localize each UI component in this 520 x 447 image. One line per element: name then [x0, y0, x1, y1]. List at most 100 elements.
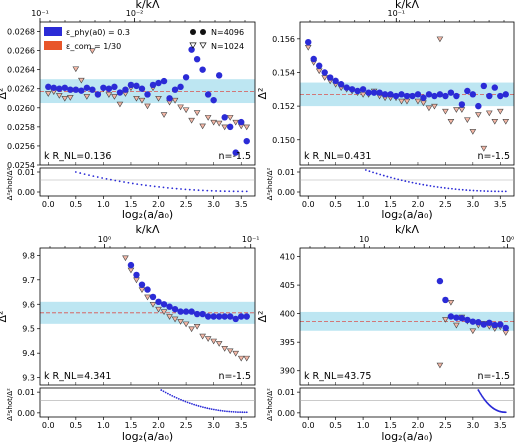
shot-noise-point [232, 410, 235, 413]
point-n4096 [72, 86, 80, 93]
annotation-krnl: k R_NL=0.136 [44, 151, 111, 162]
shot-noise-point [217, 409, 220, 412]
point-n4096 [502, 324, 509, 332]
shot-noise-point [497, 190, 500, 193]
shot-noise-point [501, 190, 504, 193]
shot-noise-point [451, 187, 453, 190]
point-n1024 [458, 107, 466, 113]
point-n4096 [475, 102, 482, 110]
point-n4096 [447, 313, 455, 320]
shot-noise-point [206, 407, 209, 410]
top-tick-label: 10⁰ [501, 235, 514, 244]
annotation-krnl: k R_NL=0.431 [304, 151, 371, 162]
y-tick-label: 0.0256 [7, 142, 35, 151]
y-axis-label: Δ² [0, 311, 9, 323]
point-n1024 [160, 112, 168, 118]
top-tick-label: 10⁻¹ [242, 235, 260, 244]
point-n4096 [78, 87, 85, 94]
point-n1024 [166, 314, 173, 320]
point-n4096 [199, 66, 206, 73]
point-n4096 [381, 91, 389, 98]
shot-noise-point [364, 169, 367, 171]
point-n4096 [144, 91, 151, 98]
shot-noise-point [210, 189, 213, 192]
point-n4096 [94, 91, 102, 98]
point-n1024 [188, 326, 195, 333]
point-n1024 [144, 294, 151, 301]
top-tick-label: 10⁻² [126, 9, 144, 18]
point-n4096 [453, 314, 460, 321]
point-n1024 [155, 306, 162, 313]
shot-noise-point [443, 187, 446, 189]
point-n4096 [111, 83, 118, 91]
point-n1024 [193, 110, 201, 116]
shot-noise-point [228, 410, 231, 413]
x-tick-label: 2.5 [180, 421, 193, 430]
shot-noise-point [429, 185, 432, 187]
point-n4096 [398, 91, 405, 98]
point-n4096 [425, 91, 433, 98]
x-tick-label: 3.0 [466, 200, 479, 209]
x-tick-label: 1.0 [357, 421, 370, 430]
point-n4096 [475, 319, 482, 326]
shot-noise-point [490, 190, 493, 193]
main-frame [299, 21, 515, 166]
point-n4096 [486, 319, 493, 326]
shot-y-tick-label: 0.01 [17, 168, 35, 177]
shot-noise-point [237, 190, 239, 193]
point-n4096 [133, 271, 140, 279]
point-n4096 [171, 305, 179, 313]
point-n4096 [403, 92, 411, 100]
x-tick-label: 0.0 [302, 200, 315, 209]
point-n4096 [497, 321, 504, 328]
x-tick-label: 0.5 [329, 421, 342, 430]
shot-noise-point [486, 190, 489, 193]
point-n4096 [89, 86, 96, 93]
point-n1024 [105, 92, 113, 98]
shot-noise-point [433, 185, 435, 188]
panel-1: 0.02540.02560.02580.02600.02620.02640.02… [0, 0, 256, 221]
shot-noise-point [504, 190, 507, 193]
point-n4096 [155, 79, 162, 87]
x-tick-label: 1.5 [125, 200, 138, 209]
y-tick-label: 0.0262 [7, 85, 35, 94]
point-n4096 [447, 89, 455, 96]
top-axis-label: k/kΛ [136, 0, 160, 11]
variance-band [40, 79, 255, 104]
shot-noise-point [173, 395, 176, 398]
point-n4096 [182, 308, 190, 315]
shot-noise-point [105, 177, 108, 180]
point-n1024 [199, 333, 206, 340]
shot-noise-point [368, 170, 371, 173]
point-n1024 [398, 98, 405, 105]
shot-noise-point [479, 190, 482, 192]
shot-noise-point [379, 173, 382, 176]
point-n4096 [354, 87, 361, 95]
shot-noise-point [390, 176, 392, 179]
x-tick-label: 2.0 [152, 421, 165, 430]
x-tick-label: 3.5 [235, 421, 248, 430]
shot-noise-point [160, 389, 163, 391]
point-n4096 [221, 313, 228, 320]
point-n4096 [149, 81, 157, 89]
x-axis-label: log₂(a/a₀) [122, 208, 173, 221]
point-n4096 [127, 261, 135, 269]
point-n1024 [491, 118, 499, 125]
top-tick-label: 10⁻¹ [31, 9, 49, 18]
point-n1024 [502, 118, 510, 125]
point-n4096 [226, 313, 234, 320]
point-n1024 [78, 77, 85, 84]
point-n1024 [116, 101, 124, 108]
y-tick-label: 400 [280, 310, 295, 319]
point-n4096 [193, 310, 201, 318]
point-n1024 [475, 112, 482, 118]
point-n4096 [45, 83, 52, 91]
x-tick-label: 2.0 [152, 200, 165, 209]
point-n4096 [387, 91, 394, 98]
point-n1024 [469, 129, 477, 135]
shot-noise-point [422, 183, 425, 186]
point-n1024 [155, 96, 162, 102]
x-tick-label: 2.5 [439, 200, 452, 209]
point-n4096 [210, 313, 217, 320]
